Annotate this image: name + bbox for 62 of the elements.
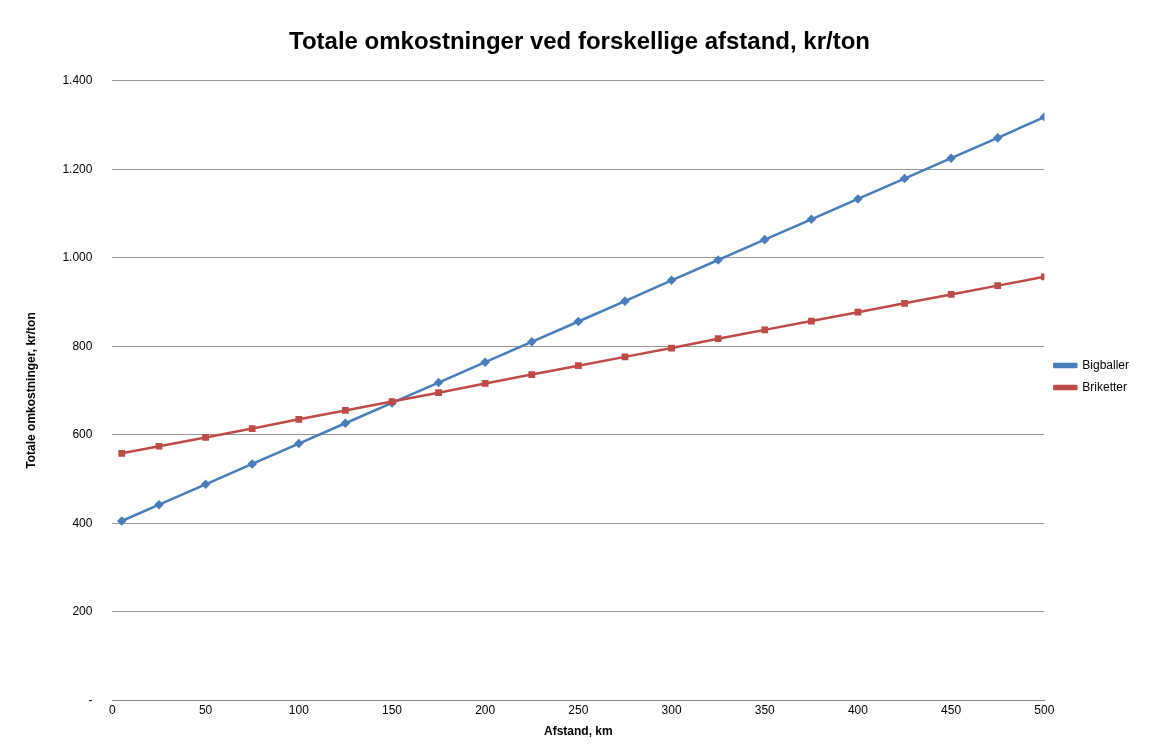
x-tick-label: 100 (288, 702, 310, 717)
y-tick-label: 200 (72, 604, 93, 619)
point (480, 357, 490, 367)
y-tick-label: 1.200 (62, 161, 93, 176)
point (668, 344, 675, 352)
x-tick-label: 150 (381, 702, 403, 717)
x-axis-title: Afstand, km (544, 724, 613, 739)
y-tick-label: 600 (72, 427, 93, 442)
y-tick-label: 400 (72, 515, 93, 530)
point (854, 308, 862, 316)
point (154, 500, 164, 509)
point (574, 317, 583, 326)
point (947, 291, 955, 298)
point (341, 418, 350, 428)
x-tick-label: 250 (568, 702, 589, 717)
point (118, 449, 126, 457)
point (853, 194, 863, 204)
x-tick-label: 300 (661, 702, 682, 717)
point (760, 235, 769, 244)
point (202, 434, 209, 441)
point (435, 389, 442, 397)
point (807, 215, 816, 224)
point (342, 407, 349, 414)
point (481, 380, 489, 387)
point (713, 255, 723, 265)
point (761, 326, 769, 334)
point (946, 153, 956, 163)
point (247, 459, 257, 469)
point (201, 480, 210, 489)
y-tick-label: - (88, 692, 93, 707)
x-tick-label: 0 (109, 702, 117, 717)
point (621, 353, 629, 361)
y-tick-label: 800 (72, 338, 93, 353)
point (528, 371, 536, 378)
point (575, 362, 582, 370)
y-axis-title: Totale omkostninger, kr/ton (23, 312, 38, 469)
chart-title: Totale omkostninger ved forskellige afstand, kr/ton (288, 27, 871, 55)
point (714, 335, 722, 343)
point (901, 299, 908, 307)
point (667, 276, 676, 285)
legend-label: Briketter (1082, 379, 1127, 394)
point (434, 378, 443, 387)
x-tick-label: 500 (1034, 702, 1055, 717)
point (295, 415, 303, 423)
point (900, 174, 909, 183)
point (248, 425, 256, 432)
x-tick-label: 450 (941, 702, 962, 717)
point (294, 439, 304, 448)
y-tick-label: 1.400 (62, 73, 93, 88)
y-tick-label: 1.000 (62, 250, 93, 265)
x-tick-label: 200 (475, 702, 496, 717)
x-tick-label: 50 (198, 702, 213, 717)
point (620, 296, 630, 306)
point (993, 133, 1002, 143)
point (527, 337, 537, 347)
legend-label: Bigballer (1082, 357, 1130, 372)
x-tick-label: 350 (754, 702, 776, 717)
point (994, 282, 1002, 290)
point (155, 442, 163, 450)
point (807, 317, 815, 325)
x-tick-label: 400 (847, 702, 869, 717)
point (117, 516, 126, 526)
